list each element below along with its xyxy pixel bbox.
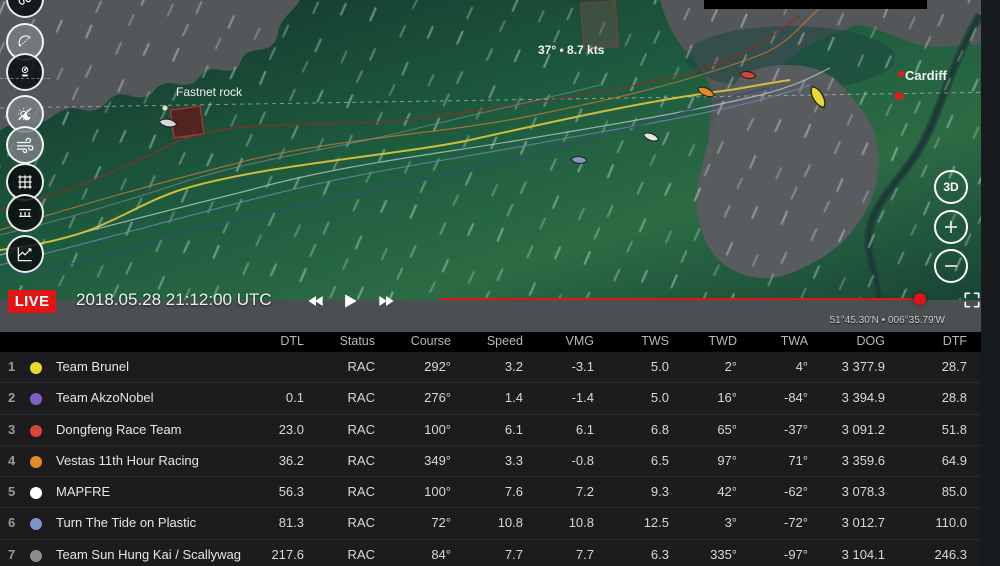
svg-text:Cardiff: Cardiff: [905, 68, 948, 83]
svg-text:37° • 8.7 kts: 37° • 8.7 kts: [538, 43, 605, 57]
svg-text:Fastnet rock: Fastnet rock: [176, 85, 243, 99]
